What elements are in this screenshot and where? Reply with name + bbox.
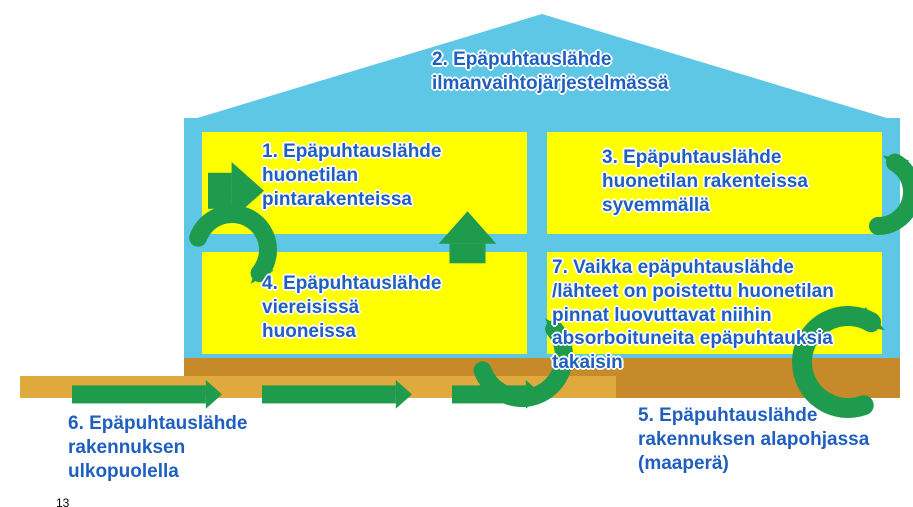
arrow-a6a — [70, 378, 224, 416]
label-t6: 6. Epäpuhtauslähderakennuksenulkopuolell… — [68, 412, 288, 483]
page-number: 13 — [56, 496, 69, 507]
label-t5: 5. Epäpuhtauslähderakennuksen alapohjass… — [638, 404, 898, 475]
arrow-aUp — [437, 209, 504, 265]
label-t2: 2. Epäpuhtauslähdeilmanvaihtojärjestelmä… — [432, 48, 732, 96]
arrow-a6b — [260, 378, 414, 416]
label-t7: 7. Vaikka epäpuhtauslähde/lähteet on poi… — [552, 256, 872, 375]
label-t4: 4. Epäpuhtauslähdeviereisissähuoneissa — [262, 272, 492, 343]
label-t3: 3. Epäpuhtauslähdehuonetilan rakenteissa… — [602, 146, 862, 217]
label-t1: 1. Epäpuhtauslähdehuonetilanpintarakente… — [262, 140, 492, 211]
